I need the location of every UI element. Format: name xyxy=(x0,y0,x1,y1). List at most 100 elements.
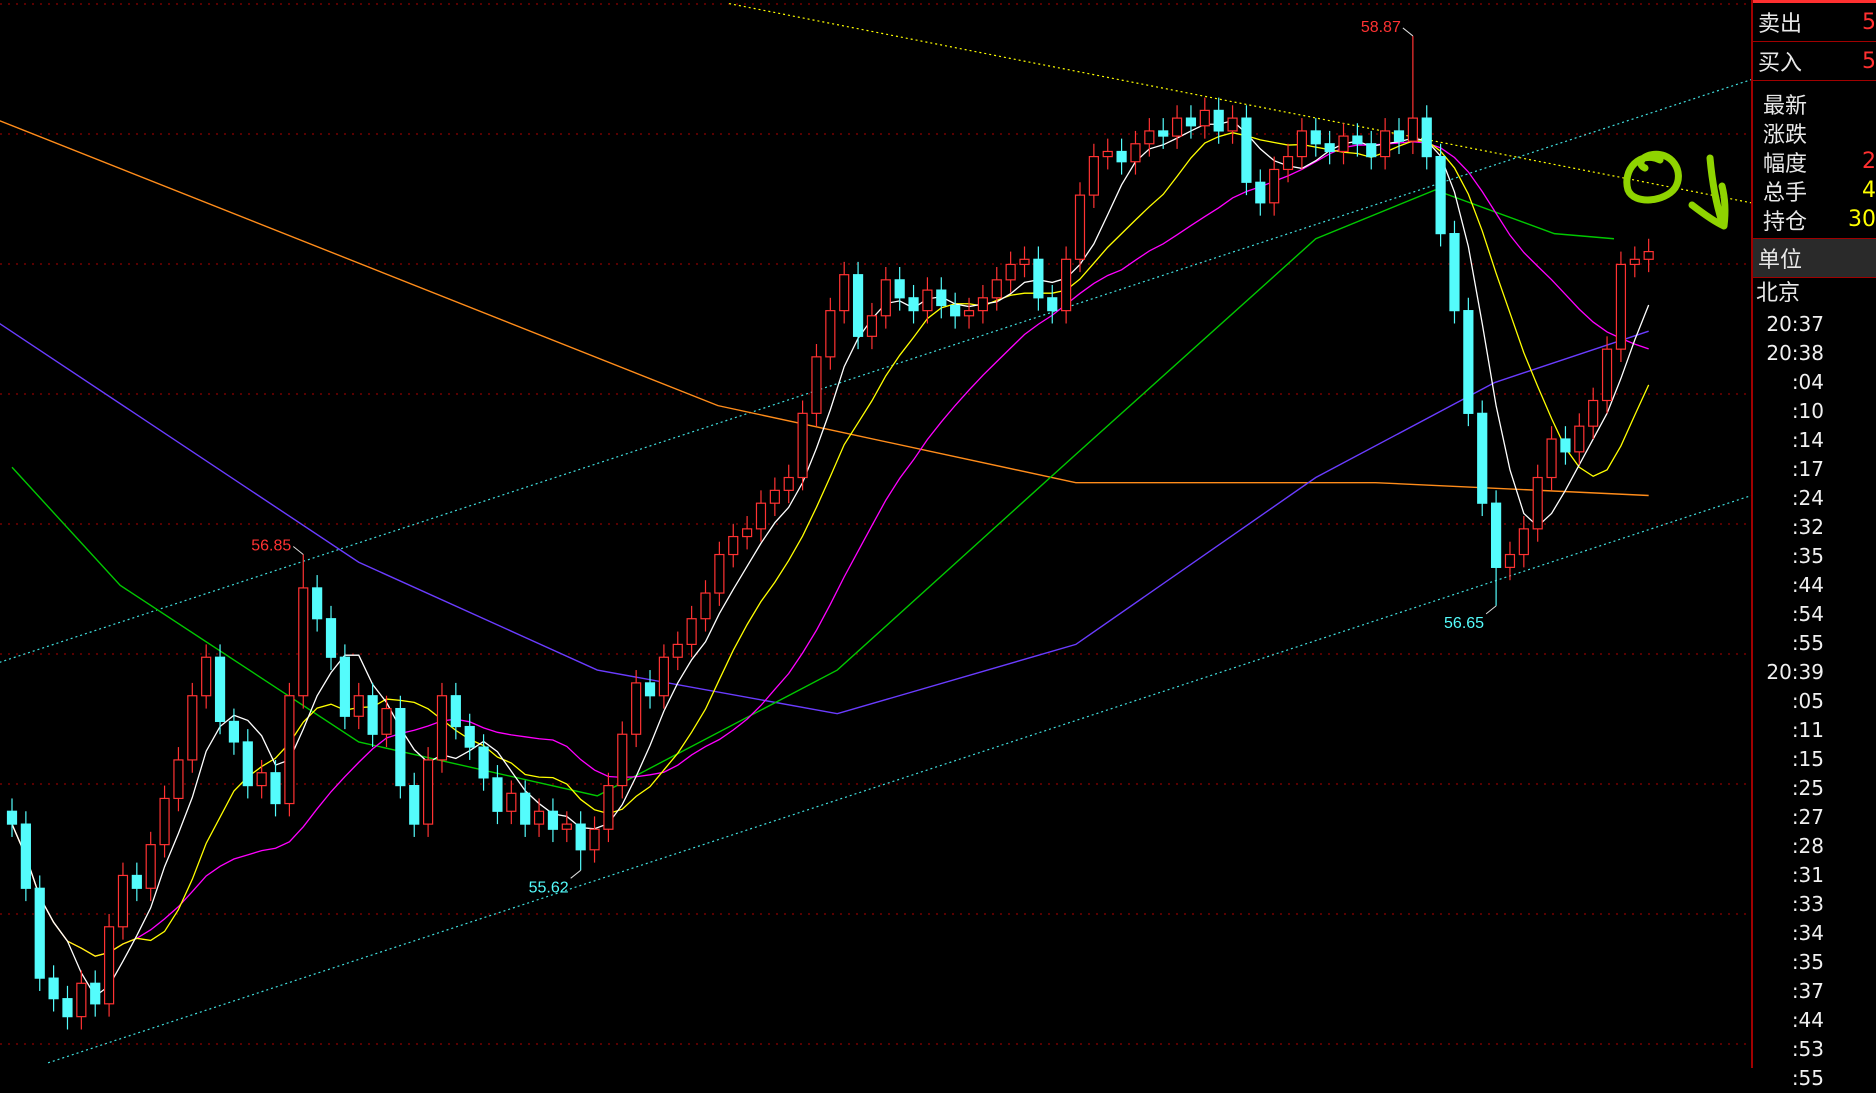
candle-body xyxy=(492,777,503,812)
candles xyxy=(6,35,1654,1030)
candle xyxy=(298,554,309,709)
candle-body xyxy=(575,823,586,851)
candle-body xyxy=(1185,117,1197,127)
candle-body xyxy=(728,535,739,556)
candle-body xyxy=(797,412,808,479)
candle xyxy=(1629,246,1640,278)
candle xyxy=(1171,105,1183,149)
tick-time: 20:37 xyxy=(1766,312,1824,336)
tick-time: :35 xyxy=(1791,950,1824,974)
candle-body xyxy=(825,310,836,358)
candle xyxy=(76,970,87,1030)
candle xyxy=(62,985,73,1030)
candle xyxy=(1296,118,1308,170)
candle xyxy=(1546,426,1557,491)
candle-body xyxy=(1310,130,1321,145)
candle-body xyxy=(381,707,392,735)
tick-time: :17 xyxy=(1791,457,1824,481)
tick-time: :34 xyxy=(1791,921,1824,945)
candle xyxy=(977,284,989,324)
candle-body xyxy=(298,587,309,697)
candle xyxy=(742,516,753,550)
tick-time: :15 xyxy=(1791,747,1824,771)
candle xyxy=(312,575,323,632)
candle-body xyxy=(839,274,850,312)
candle xyxy=(1102,138,1113,170)
candle xyxy=(811,344,822,427)
candle xyxy=(950,292,961,329)
candlestick-chart[interactable]: 56.85 55.62 58.87 56.65 xyxy=(0,0,1751,1068)
candle-body xyxy=(103,926,115,1005)
quote-info: 最新 涨跌 幅度 2 总手 4 持仓 30 xyxy=(1753,81,1876,235)
candle-body xyxy=(1255,181,1266,204)
candle xyxy=(450,682,461,740)
buy-value: 5 xyxy=(1862,48,1876,74)
candle-body xyxy=(131,874,142,889)
info-label: 最新 xyxy=(1763,93,1808,119)
candle-body xyxy=(1088,156,1099,196)
candle-body xyxy=(1282,156,1294,171)
tick-time: :44 xyxy=(1791,573,1824,597)
candle-body xyxy=(242,741,253,787)
candle-body xyxy=(325,618,337,658)
extreme-arrow-icon xyxy=(570,869,581,879)
candle-body xyxy=(1116,150,1127,163)
candle-body xyxy=(894,279,905,299)
candle xyxy=(1144,118,1155,157)
candle xyxy=(20,811,31,902)
candle-body xyxy=(908,297,919,312)
candle-body xyxy=(1560,438,1571,453)
tick-time: :44 xyxy=(1791,1008,1824,1032)
candle-body xyxy=(991,279,1002,299)
unit-row[interactable]: 单位 xyxy=(1753,238,1876,278)
candle-body xyxy=(478,746,489,779)
candle-body xyxy=(34,887,45,979)
candle xyxy=(1449,220,1460,324)
info-row-latest: 最新 xyxy=(1753,89,1876,119)
candle xyxy=(755,490,767,542)
candle-body xyxy=(312,587,323,620)
candle-body xyxy=(755,502,767,530)
candle-body xyxy=(270,772,281,805)
candle-body xyxy=(866,315,878,337)
sell-value: 5 xyxy=(1862,9,1876,35)
info-row-percent: 幅度 2 xyxy=(1753,147,1876,177)
candle xyxy=(1407,35,1418,155)
sell-row[interactable]: 卖出 5 xyxy=(1753,3,1876,42)
candle-body xyxy=(644,682,656,697)
candle-body xyxy=(561,823,572,830)
tick-time: 20:39 xyxy=(1766,660,1824,684)
candle xyxy=(1504,541,1516,581)
candle-body xyxy=(714,553,725,594)
candle-body xyxy=(1199,109,1210,127)
candle xyxy=(908,284,919,324)
candle xyxy=(714,541,725,606)
candle-body xyxy=(1435,156,1446,235)
candle xyxy=(145,831,156,902)
candle xyxy=(936,277,947,319)
candle xyxy=(1352,123,1363,157)
candle-body xyxy=(1227,117,1238,132)
candle xyxy=(381,695,392,748)
candle xyxy=(631,670,642,748)
tick-time: :53 xyxy=(1791,1037,1824,1061)
candle-body xyxy=(686,618,697,645)
candle xyxy=(1477,400,1488,517)
candle-body xyxy=(1144,130,1155,145)
candle xyxy=(201,644,212,709)
candle xyxy=(1241,105,1252,196)
candle-body xyxy=(1213,109,1224,132)
extreme-label: 58.87 xyxy=(1361,19,1401,36)
candle xyxy=(367,682,378,748)
candle xyxy=(1574,413,1585,465)
tick-time-list[interactable]: 20:37 20:38:04:10:14:17:24:32:35:44:54:55… xyxy=(1753,310,1876,1093)
candle-body xyxy=(769,489,780,504)
candle xyxy=(963,297,975,329)
annotation-circle xyxy=(1623,150,1682,204)
tick-time: :24 xyxy=(1791,486,1824,510)
buy-label: 买入 xyxy=(1758,51,1803,76)
buy-row[interactable]: 买入 5 xyxy=(1753,42,1876,81)
candle-body xyxy=(1033,258,1044,299)
candle-body xyxy=(742,528,753,538)
candle-body xyxy=(1269,168,1280,204)
